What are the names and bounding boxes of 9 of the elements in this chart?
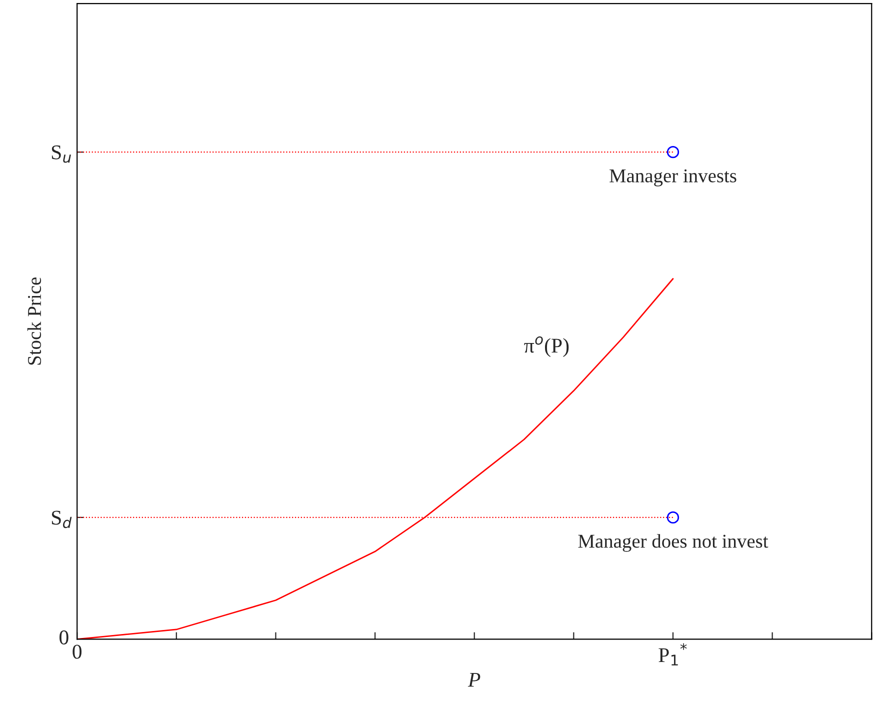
- ref-line-label: S$_{d}$: [52, 510, 72, 528]
- y-axis-title: Stock Price: [27, 277, 42, 365]
- ref-line-label: S$_{u}$: [52, 145, 71, 163]
- annotation: π$^{o}$(P): [524, 336, 569, 357]
- annotation: Manager does not invest: [578, 534, 768, 552]
- x-axis-title: P: [468, 672, 480, 687]
- annotation: Manager invests: [610, 169, 736, 186]
- x-tick-label: P$_{1}$$^{*}$: [658, 643, 687, 666]
- text: 0: [60, 630, 68, 644]
